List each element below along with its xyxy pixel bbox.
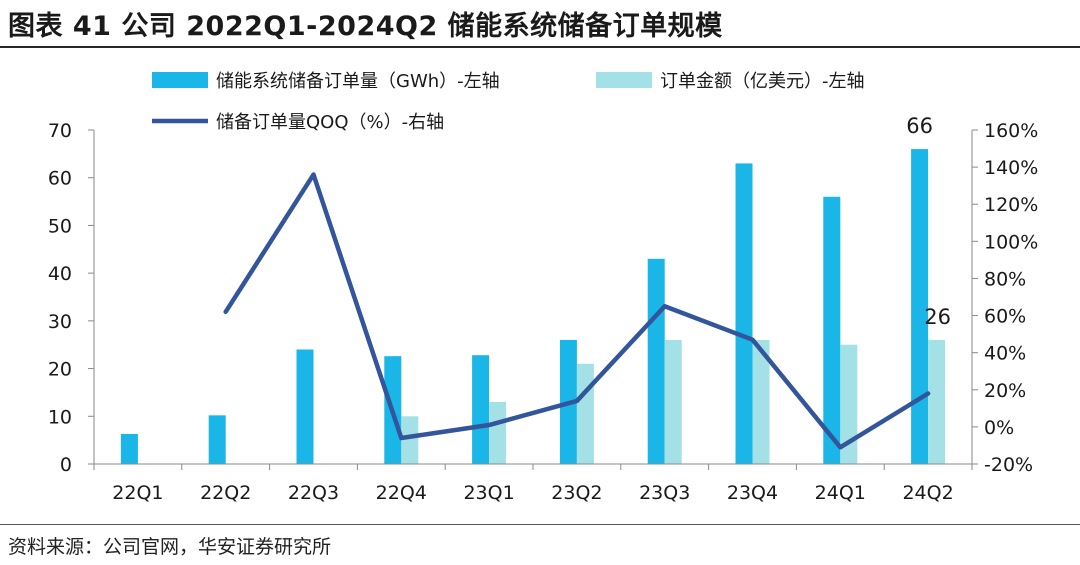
legend-swatch — [152, 72, 208, 88]
x-tick-label: 23Q1 — [463, 482, 514, 504]
left-tick-label: 30 — [48, 311, 72, 333]
bar-order-value — [664, 339, 682, 464]
right-tick-label: 80% — [984, 268, 1026, 290]
bar-orders-gwh — [120, 433, 138, 464]
axes: 0 10 20 30 40 50 60 70 -20% 0% 20% 40% 60% 80% 100% 120… — [48, 120, 1039, 504]
x-tick-label: 24Q2 — [902, 482, 953, 504]
left-tick-label: 10 — [48, 406, 72, 428]
legend-label: 订单金额（亿美元）-左轴 — [660, 71, 865, 92]
x-tick-label: 22Q2 — [200, 482, 251, 504]
legend-label: 储备订单量QOQ（%）-右轴 — [216, 112, 444, 133]
bar-order-value — [752, 339, 770, 464]
bar-orders-gwh — [472, 355, 490, 464]
right-tick-label: 100% — [984, 231, 1038, 253]
qoq-line-layer — [223, 172, 931, 450]
right-tick-label: 20% — [984, 380, 1026, 402]
left-tick-label: 50 — [48, 215, 72, 237]
left-tick-label: 20 — [48, 359, 72, 381]
x-tick-label: 22Q3 — [288, 482, 339, 504]
legend-swatch — [596, 72, 652, 88]
bar-orders-gwh — [823, 196, 841, 465]
x-tick-label: 22Q1 — [112, 482, 163, 504]
right-tick-label: 60% — [984, 306, 1026, 328]
right-tick-label: 160% — [984, 120, 1038, 142]
x-tick-label: 23Q2 — [551, 482, 602, 504]
footer-divider — [0, 524, 1080, 525]
left-tick-label: 70 — [48, 120, 72, 142]
bar-order-value — [928, 339, 946, 464]
bar-orders-gwh — [911, 149, 929, 465]
right-tick-label: 0% — [984, 417, 1014, 439]
left-tick-label: 0 — [60, 454, 72, 476]
x-tick-label: 24Q1 — [815, 482, 866, 504]
bars — [120, 149, 946, 465]
x-tick-label: 23Q4 — [727, 482, 778, 504]
bar-order-value — [489, 401, 507, 464]
bar-orders-gwh — [647, 258, 665, 464]
legend: 储能系统储备订单量（GWh）-左轴 订单金额（亿美元）-左轴储备订单量QOQ（%）… — [152, 71, 865, 133]
data-labels: 66 26 — [906, 114, 951, 329]
left-tick-label: 40 — [48, 263, 72, 285]
left-tick-label: 60 — [48, 168, 72, 190]
bar-order-value — [576, 363, 594, 464]
source-note: 资料来源：公司官网，华安证券研究所 — [8, 536, 332, 558]
data-label: 66 — [906, 114, 933, 138]
bar-order-value — [401, 416, 419, 464]
bar-order-value — [840, 344, 858, 464]
bar-orders-gwh — [735, 163, 753, 464]
bar-orders-gwh — [296, 349, 314, 464]
right-tick-label: 40% — [984, 343, 1026, 365]
bar-orders-gwh — [208, 415, 226, 464]
right-tick-label: 140% — [984, 157, 1038, 179]
chart: 储能系统储备订单量（GWh）-左轴 订单金额（亿美元）-左轴储备订单量QOQ（%）… — [48, 71, 1039, 504]
x-tick-label: 22Q4 — [376, 482, 427, 504]
data-label: 26 — [924, 305, 951, 329]
right-tick-label: -20% — [984, 454, 1033, 476]
x-tick-label: 23Q3 — [639, 482, 690, 504]
legend-label: 储能系统储备订单量（GWh）-左轴 — [216, 71, 500, 92]
title-divider — [0, 46, 1080, 48]
chart-title: 图表 41 公司 2022Q1-2024Q2 储能系统储备订单规模 — [8, 11, 723, 42]
right-tick-label: 120% — [984, 194, 1038, 216]
